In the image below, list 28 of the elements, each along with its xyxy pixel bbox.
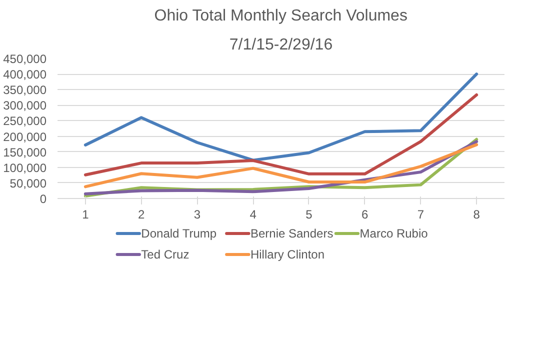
- y-tick-label: 100,000: [3, 160, 47, 175]
- x-tick-label: 6: [361, 208, 368, 222]
- y-tick-label: 50,000: [10, 176, 47, 190]
- x-tick-label: 8: [473, 208, 480, 222]
- x-tick-label: 2: [138, 208, 145, 222]
- y-tick-label: 400,000: [3, 68, 47, 82]
- legend-label: Bernie Sanders: [250, 226, 334, 240]
- x-tick-label: 7: [417, 208, 424, 222]
- line-series: [84, 72, 478, 162]
- chart-subtitle: 7/1/15-2/29/16: [229, 36, 333, 54]
- x-tick-label: 1: [82, 208, 90, 222]
- line-series: [84, 93, 478, 176]
- y-tick-label: 450,000: [3, 52, 47, 66]
- line-series: [84, 143, 478, 188]
- legend-label: Donald Trump: [141, 226, 217, 240]
- x-tick-label: 5: [306, 208, 313, 222]
- y-tick-label: 200,000: [3, 130, 47, 144]
- legend-label: Ted Cruz: [141, 248, 190, 262]
- y-tick-label: 350,000: [3, 83, 47, 98]
- y-tick-label: 150,000: [3, 145, 47, 160]
- legend-label: Hillary Clinton: [250, 248, 325, 262]
- chart-title: Ohio Total Monthly Search Volumes: [154, 8, 408, 24]
- x-tick-label: 3: [194, 208, 201, 222]
- x-tick-label: 4: [250, 208, 257, 222]
- y-tick-label: 250,000: [3, 114, 47, 128]
- y-tick-label: 300,000: [3, 98, 47, 113]
- legend-label: Marco Rubio: [360, 226, 428, 240]
- y-tick-label: 0: [40, 192, 47, 206]
